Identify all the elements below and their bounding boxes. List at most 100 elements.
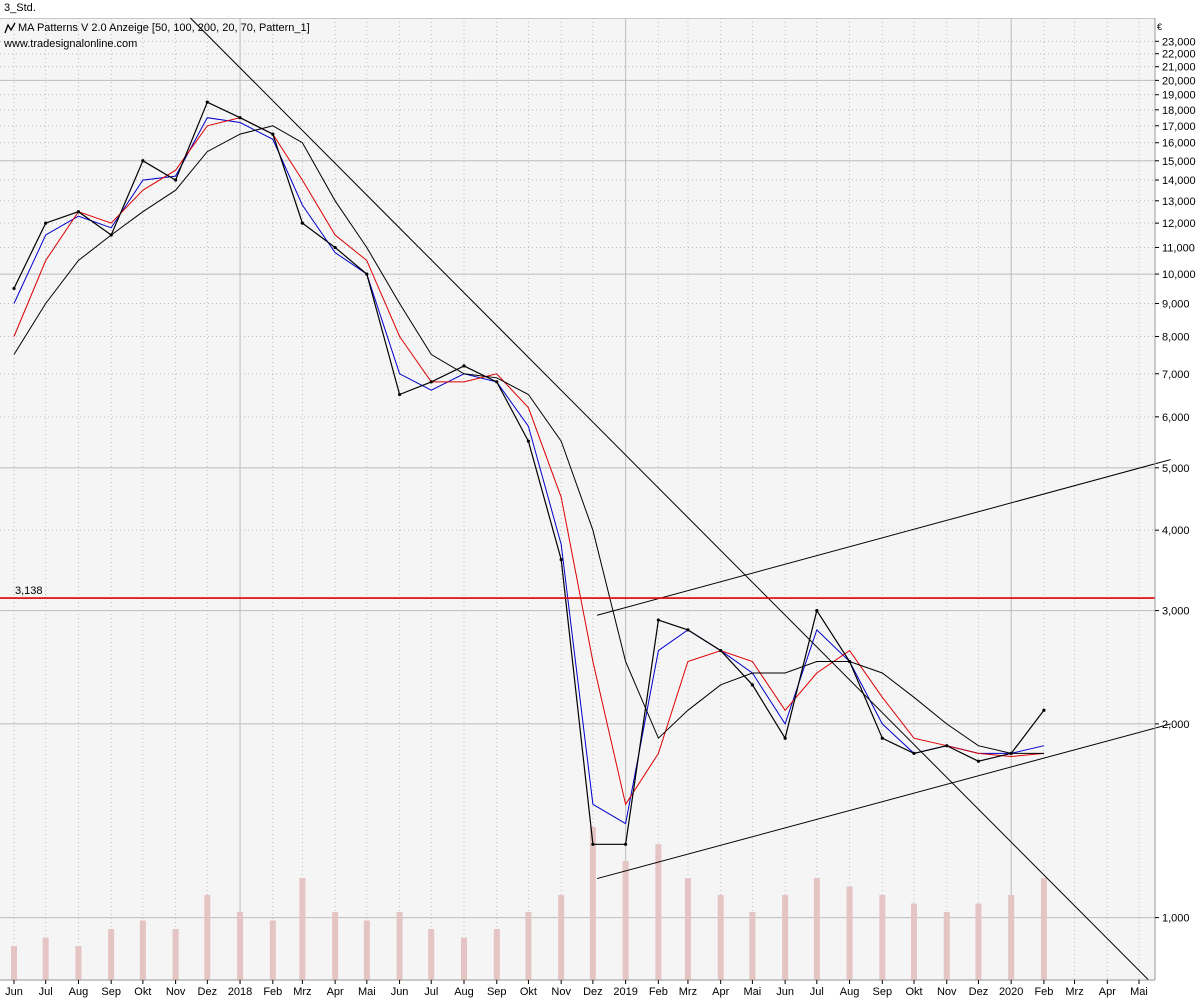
y-tick-label: 15,000 <box>1162 156 1196 168</box>
y-tick-label: 13,000 <box>1162 196 1196 208</box>
window-titlebar: 3_Std. <box>0 0 1200 18</box>
price-point <box>750 683 754 687</box>
x-tick-label: Mrz <box>1065 986 1083 998</box>
x-tick-label: Sep <box>487 986 507 998</box>
volume-bar <box>975 903 982 980</box>
indicator-legend[interactable]: MA Patterns V 2.0 Anzeige [50, 100, 200,… <box>4 21 310 35</box>
x-tick-label: Mrz <box>293 986 311 998</box>
window-title: 3_Std. <box>4 2 36 14</box>
volume-bar <box>139 920 146 980</box>
y-axis: 1,000 2,000 3,000 4,000 5,000 6,000 7,000 8,000… <box>1154 18 1196 980</box>
y-tick-label: 6,000 <box>1162 412 1190 424</box>
price-point <box>238 116 242 120</box>
y-tick-label: 18,000 <box>1162 105 1196 117</box>
price-point <box>656 618 660 622</box>
x-tick-label: Jun <box>391 986 409 998</box>
volume-bar <box>237 912 244 980</box>
price-point <box>495 380 499 384</box>
volume-bar <box>363 920 370 980</box>
volume-bar <box>396 912 403 980</box>
x-tick-label: 2019 <box>613 986 637 998</box>
volume-bar <box>461 937 467 980</box>
price-point <box>624 842 628 846</box>
volume-bar <box>75 946 82 980</box>
volume-bar <box>299 878 306 980</box>
x-tick-label: Okt <box>520 986 537 998</box>
y-tick-label: 21,000 <box>1162 62 1196 74</box>
price-point <box>880 736 884 740</box>
y-tick-label: 19,000 <box>1162 90 1196 102</box>
y-tick-label: 2,000 <box>1162 719 1190 731</box>
price-point <box>462 364 466 368</box>
price-point <box>300 221 304 225</box>
price-point <box>141 159 145 163</box>
website-watermark: www.tradesignalonline.com <box>4 38 138 50</box>
moving-average-line <box>13 117 1045 825</box>
y-tick-label: 16,000 <box>1162 138 1196 150</box>
price-point <box>847 659 852 664</box>
volume-bar <box>525 912 532 980</box>
indicator-settings-icon[interactable] <box>4 22 16 34</box>
x-tick-label: Nov <box>937 986 957 998</box>
x-tick-label: Feb <box>1034 986 1053 998</box>
price-point <box>397 392 402 397</box>
volume-bar <box>42 937 49 980</box>
volume-bar <box>749 912 756 980</box>
y-tick-label: 12,000 <box>1162 218 1196 230</box>
volume-bar <box>846 886 853 980</box>
x-tick-label: Jul <box>810 986 824 998</box>
y-tick-label: 8,000 <box>1162 331 1190 343</box>
x-tick-label: Aug <box>69 986 89 998</box>
price-point <box>686 628 690 632</box>
x-tick-label: Okt <box>134 986 151 998</box>
y-tick-label: 22,000 <box>1162 49 1196 61</box>
price-point <box>815 608 819 613</box>
price-point <box>12 286 16 291</box>
y-tick-label: 1,000 <box>1162 913 1190 925</box>
volume-bar <box>1040 878 1047 980</box>
y-tick-label: 10,000 <box>1162 269 1196 281</box>
x-tick-label: Aug <box>840 986 860 998</box>
price-point <box>271 132 275 136</box>
volume-bar <box>813 878 820 980</box>
volume-bar <box>1008 895 1015 980</box>
price-point <box>205 100 209 104</box>
x-tick-label: Sep <box>101 986 121 998</box>
currency-label: € <box>1157 22 1163 32</box>
volume-bar <box>655 844 662 980</box>
y-tick-label: 7,000 <box>1162 369 1190 381</box>
y-tick-label: 23,000 <box>1162 36 1196 48</box>
x-tick-label: Okt <box>905 986 922 998</box>
x-tick-label: Aug <box>454 986 474 998</box>
x-tick-label: Sep <box>873 986 893 998</box>
price-point <box>945 744 949 748</box>
x-tick-label: Nov <box>166 986 186 998</box>
price-point <box>1042 708 1046 712</box>
x-tick-label: Feb <box>649 986 668 998</box>
price-point <box>1009 751 1013 755</box>
volume-bar <box>684 878 691 980</box>
x-tick-label: Mai <box>744 986 762 998</box>
price-point <box>976 759 981 763</box>
y-tick-label: 5,000 <box>1162 463 1190 475</box>
volume-bar <box>269 920 276 980</box>
x-tick-label: Jul <box>424 986 438 998</box>
price-point <box>365 272 369 276</box>
resistance-level: 3,138 <box>0 585 1155 599</box>
grid-lines <box>0 18 1155 980</box>
volume-bars <box>11 827 1047 980</box>
price-point <box>174 178 178 182</box>
volume-bar <box>782 895 789 980</box>
price-point <box>44 221 48 225</box>
price-point <box>76 210 81 214</box>
chart-panel[interactable] <box>0 18 1155 981</box>
volume-bar <box>943 912 950 980</box>
x-tick-label: Nov <box>551 986 571 998</box>
volume-bar <box>428 929 435 980</box>
x-tick-label: Apr <box>1099 986 1116 998</box>
volume-bar <box>558 895 565 980</box>
price-point <box>559 558 563 562</box>
x-tick-label: Jun <box>776 986 794 998</box>
trendline-channel-lower <box>596 723 1171 880</box>
